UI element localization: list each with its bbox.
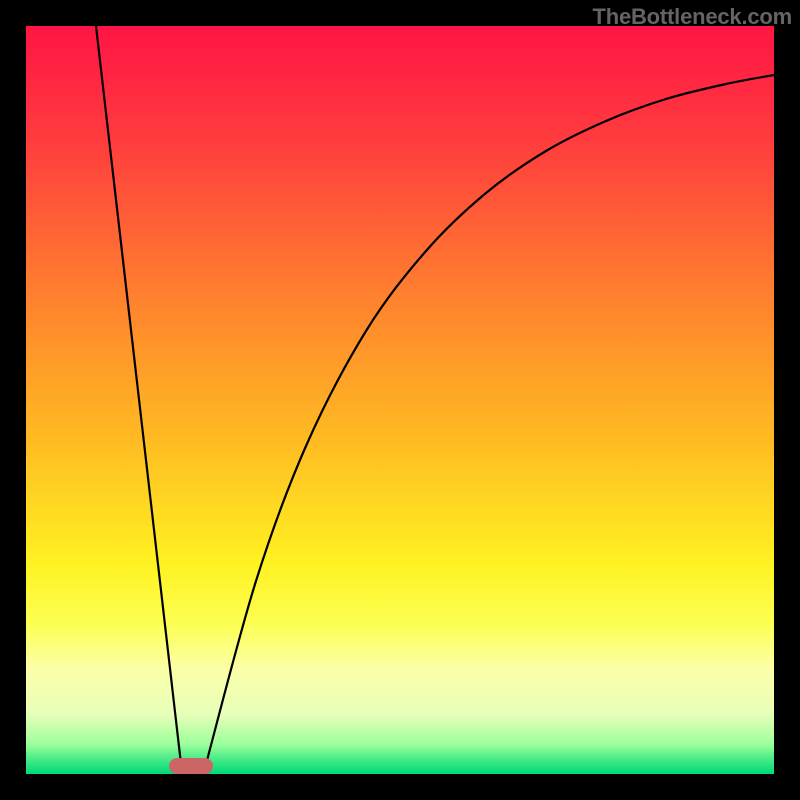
curve-layer	[26, 26, 774, 774]
chart-frame	[0, 0, 800, 800]
plot-area	[26, 26, 774, 774]
watermark-text: TheBottleneck.com	[592, 4, 792, 30]
optimum-marker	[169, 758, 213, 774]
